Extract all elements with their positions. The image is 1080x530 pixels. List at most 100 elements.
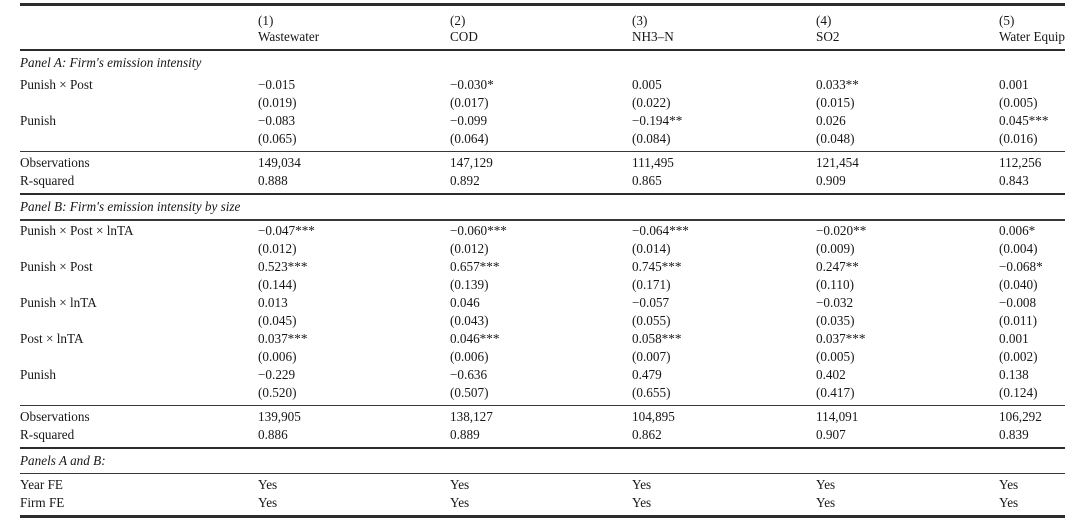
table-row: Post × lnTA 0.037*** 0.046*** 0.058*** 0.037… — [20, 330, 1065, 348]
cell-value: 0.013 — [258, 294, 288, 310]
cell-value: (0.017) — [450, 95, 489, 110]
table-row: (0.019) (0.017) (0.022) (0.015) (0.005) — [20, 94, 1065, 112]
cell-value: 0.843 — [999, 173, 1029, 189]
column-number: (3) — [632, 12, 648, 28]
cell-value: (0.144) — [258, 276, 297, 292]
cell-value: Yes — [258, 495, 278, 511]
row-label: Observations — [20, 408, 90, 424]
cell-value: 149,034 — [258, 155, 301, 171]
cell-value: (0.014) — [632, 240, 671, 256]
column-number: (2) — [450, 12, 466, 28]
cell-value: 0.045*** — [999, 113, 1049, 128]
table-row: R-squared 0.886 0.889 0.862 0.907 0.839 — [20, 426, 1065, 444]
cell-value: 114,091 — [816, 408, 859, 424]
table-row: Punish × Post × lnTA −0.047*** −0.060*** −0… — [20, 222, 1065, 240]
cell-value: 0.862 — [632, 426, 662, 442]
cell-value: 0.907 — [816, 426, 846, 442]
cell-value: 112,256 — [999, 155, 1042, 171]
cell-value: (0.019) — [258, 95, 297, 110]
cell-value: −0.008 — [999, 294, 1037, 310]
cell-value: (0.006) — [450, 348, 489, 364]
cell-value: 111,495 — [632, 155, 674, 171]
cell-value: 0.657*** — [450, 258, 500, 274]
cell-value: (0.110) — [816, 276, 854, 292]
cell-value: 0.046 — [450, 294, 480, 310]
cell-value: (0.507) — [450, 384, 489, 400]
column-number: (5) — [999, 12, 1015, 28]
cell-value: (0.022) — [632, 95, 671, 110]
cell-value: 0.026 — [816, 113, 846, 128]
cell-value: 0.865 — [632, 173, 662, 189]
table-row: (0.144) (0.139) (0.171) (0.110) (0.040) — [20, 276, 1065, 294]
cell-value: (0.655) — [632, 384, 671, 400]
column-label: Water Equip — [999, 28, 1065, 44]
table-row: R-squared 0.888 0.892 0.865 0.909 0.843 — [20, 172, 1065, 190]
cell-value: (0.040) — [999, 276, 1038, 292]
cell-value: (0.004) — [999, 240, 1038, 256]
cell-value: 106,292 — [999, 408, 1042, 424]
cell-value: (0.055) — [632, 312, 671, 328]
table-row: Year FE Yes Yes Yes Yes Yes — [20, 476, 1065, 494]
cell-value: 0.909 — [816, 173, 846, 189]
column-label: NH3–N — [632, 28, 674, 44]
panel-a-heading: Panel A: Firm's emission intensity — [20, 55, 202, 70]
table-row: (0.012) (0.012) (0.014) (0.009) (0.004) — [20, 240, 1065, 258]
cell-value: Yes — [999, 495, 1019, 511]
cell-value: −0.020** — [816, 222, 867, 238]
cell-value: 0.005 — [632, 77, 662, 92]
cell-value: 138,127 — [450, 408, 493, 424]
cell-value: 0.001 — [999, 330, 1029, 346]
cell-value: Yes — [632, 495, 652, 511]
row-label: Post × lnTA — [20, 330, 84, 346]
column-header-5: (5) Water Equip — [999, 13, 1065, 45]
column-label: COD — [450, 28, 478, 44]
section-rule — [20, 193, 1065, 196]
cell-value: 0.886 — [258, 426, 288, 442]
cell-value: (0.084) — [632, 131, 671, 146]
cell-value: 0.888 — [258, 173, 288, 189]
cell-value: (0.012) — [450, 240, 489, 256]
cell-value: Yes — [450, 495, 470, 511]
divider — [20, 151, 1065, 153]
row-label: Punish — [20, 366, 56, 382]
cell-value: Yes — [999, 477, 1019, 493]
panel-b-coefficients: Punish × Post × lnTA −0.047*** −0.060*** −0… — [20, 221, 1065, 403]
cell-value: −0.099 — [450, 113, 488, 128]
cell-value: 0.402 — [816, 366, 846, 382]
cell-value: 0.523*** — [258, 258, 308, 274]
column-label: SO2 — [816, 28, 840, 44]
table-row: (0.520) (0.507) (0.655) (0.417) (0.124) — [20, 384, 1065, 402]
cell-value: (0.012) — [258, 240, 297, 256]
table-header-row: (1) Wastewater (2) COD (3) NH3–N (4) SO2… — [20, 6, 1065, 49]
cell-value: 104,895 — [632, 408, 675, 424]
cell-value: −0.194** — [632, 113, 683, 128]
row-label: Punish × Post — [20, 258, 93, 274]
column-number: (4) — [816, 12, 832, 28]
bottom-rule — [20, 515, 1065, 518]
table-row: (0.006) (0.006) (0.007) (0.005) (0.002) — [20, 348, 1065, 366]
cell-value: (0.009) — [816, 240, 855, 256]
cell-value: Yes — [450, 477, 470, 493]
cell-value: (0.045) — [258, 312, 297, 328]
column-number: (1) — [258, 12, 274, 28]
column-header-4: (4) SO2 — [816, 13, 999, 45]
cell-value: (0.417) — [816, 384, 855, 400]
column-header-1: (1) Wastewater — [258, 13, 450, 45]
cell-value: Yes — [816, 477, 836, 493]
row-label: Year FE — [20, 477, 63, 493]
cell-value: (0.065) — [258, 131, 297, 146]
cell-value: −0.064*** — [632, 222, 689, 238]
column-header-3: (3) NH3–N — [632, 13, 816, 45]
divider — [20, 472, 1065, 475]
cell-value: (0.006) — [258, 348, 297, 364]
cell-value: (0.007) — [632, 348, 671, 364]
table-row: Punish −0.229 −0.636 0.479 0.402 0.138 — [20, 366, 1065, 384]
cell-value: Yes — [258, 477, 278, 493]
panel-b-stats: Observations 139,905 138,127 104,895 114,091… — [20, 406, 1065, 447]
table-row: Observations 149,034 147,129 111,495 121,454… — [20, 154, 1065, 172]
row-label: Punish × lnTA — [20, 294, 97, 310]
divider — [20, 404, 1065, 406]
cell-value: (0.005) — [999, 95, 1038, 110]
table-row: Punish × lnTA 0.013 0.046 −0.057 −0.032 −0.00… — [20, 294, 1065, 312]
cell-value: −0.229 — [258, 366, 296, 382]
